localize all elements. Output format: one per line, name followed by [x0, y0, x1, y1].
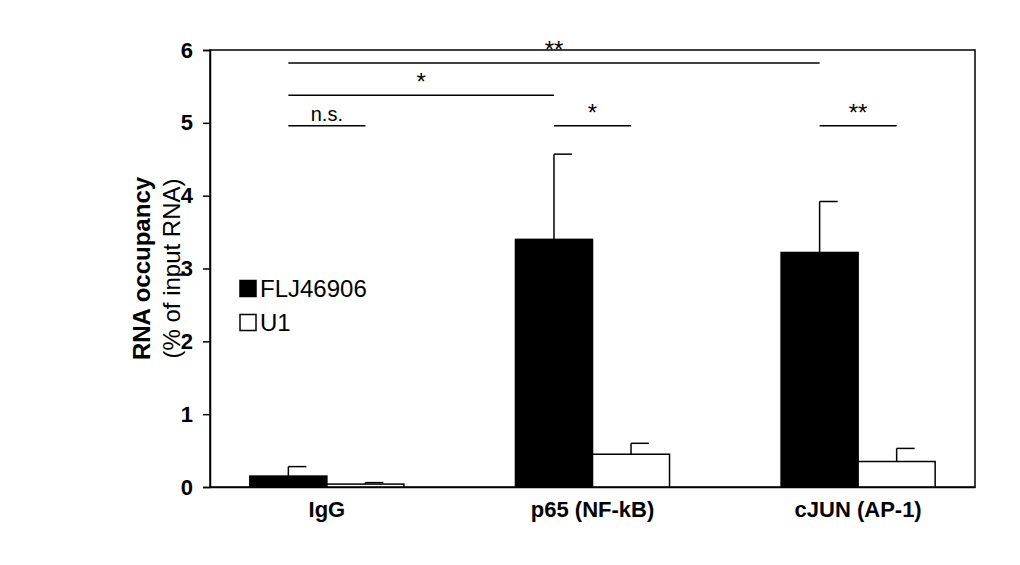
error-bar	[365, 483, 383, 484]
y-tick-mark	[203, 341, 210, 343]
error-cap	[365, 482, 383, 484]
error-cap	[897, 448, 915, 450]
error-cap	[288, 466, 306, 468]
y-tick: 5	[181, 110, 210, 135]
bracket-label: *	[588, 99, 597, 126]
y-tick: 1	[181, 402, 210, 427]
bar	[781, 252, 858, 487]
bar	[593, 454, 670, 487]
error-bar	[631, 443, 649, 454]
error-bar	[288, 467, 306, 476]
error-cap	[554, 153, 572, 155]
bracket-line	[288, 125, 365, 127]
y-axis-title: RNA occupancy	[128, 176, 155, 360]
legend-label: FLJ46906	[260, 275, 367, 302]
x-tick-label: IgG	[309, 497, 346, 522]
legend-label: U1	[260, 309, 291, 336]
x-tick: p65 (NF-kB)	[531, 487, 654, 522]
error-bar	[897, 448, 915, 461]
x-tick: IgG	[309, 487, 346, 522]
y-tick-mark	[203, 123, 210, 125]
bar	[858, 462, 935, 487]
y-tick-mark	[203, 195, 210, 197]
error-stem	[896, 448, 898, 461]
error-cap	[631, 443, 649, 445]
legend-swatch	[240, 281, 256, 297]
significance-bracket: n.s.	[288, 103, 365, 126]
bracket-label: n.s.	[311, 103, 343, 125]
y-tick-mark	[203, 487, 210, 489]
legend: FLJ46906 U1	[240, 275, 367, 336]
y-tick-label: 6	[181, 38, 193, 63]
legend-swatch	[240, 315, 256, 331]
chart: 0 1 2 3 4 5 6 IgG p65 (NF-kB) cJUN (AP-1) RNA occu…	[0, 0, 1020, 565]
y-tick-mark	[203, 50, 210, 52]
y-tick: 6	[181, 38, 210, 63]
bars	[250, 154, 935, 487]
y-tick-label: 1	[181, 402, 193, 427]
significance-bracket: *	[554, 99, 631, 126]
bracket-label: **	[545, 36, 564, 63]
y-tick: 2	[181, 329, 210, 354]
error-bar	[820, 201, 838, 252]
significance-bracket: **	[288, 36, 819, 63]
error-cap	[820, 201, 838, 203]
error-bar	[554, 154, 572, 239]
y-tick: 4	[181, 183, 210, 208]
x-tick-label: cJUN (AP-1)	[795, 497, 922, 522]
bar	[515, 239, 592, 487]
x-tick-label: p65 (NF-kB)	[531, 497, 654, 522]
plot-frame	[210, 50, 975, 487]
y-tick-mark	[203, 414, 210, 416]
y-tick-label: 5	[181, 110, 193, 135]
y-tick: 3	[181, 256, 210, 281]
bracket-label: **	[849, 99, 868, 126]
y-tick-mark	[203, 268, 210, 270]
x-axis: IgG p65 (NF-kB) cJUN (AP-1)	[211, 487, 976, 522]
y-tick: 0	[181, 475, 210, 500]
error-stem	[630, 443, 632, 454]
y-tick-label: 0	[181, 475, 193, 500]
y-axis-title: (% of input RNA)	[158, 178, 185, 358]
significance-bracket: **	[820, 99, 897, 126]
significance-bracket: *	[288, 68, 554, 95]
x-tick: cJUN (AP-1)	[795, 487, 922, 522]
bracket-label: *	[417, 68, 426, 95]
bar	[327, 484, 404, 487]
error-stem	[288, 467, 290, 476]
x-axis-line	[211, 487, 976, 489]
error-stem	[553, 154, 555, 239]
error-stem	[819, 201, 821, 252]
y-axis-line	[203, 51, 211, 488]
bar	[250, 476, 327, 487]
y-axis: 0 1 2 3 4 5 6	[181, 38, 211, 500]
